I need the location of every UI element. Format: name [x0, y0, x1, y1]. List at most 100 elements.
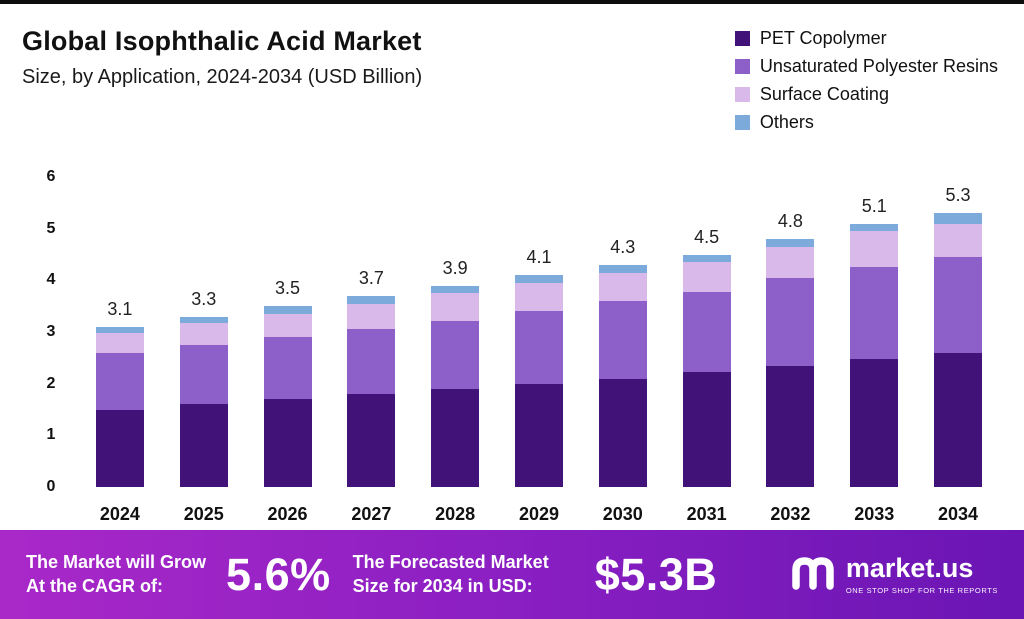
bar-segment-unsaturated-polyester-resins	[179, 344, 228, 405]
bar-column-2032: 4.8 2032	[749, 177, 833, 524]
legend-swatch-icon	[734, 31, 750, 46]
stacked-bar	[431, 285, 480, 487]
legend-label: PET Copolymer	[759, 28, 887, 48]
x-axis-label: 2031	[686, 504, 727, 524]
y-axis-label: 3	[46, 323, 56, 340]
bar-segment-pet-copolymer	[347, 394, 396, 487]
chart-title: Global Isophthalic Acid Market	[22, 26, 422, 56]
bar-segment-unsaturated-polyester-resins	[598, 301, 647, 379]
forecast-label-line2: Size for 2034 in USD:	[352, 575, 533, 596]
bar-segment-unsaturated-polyester-resins	[934, 257, 983, 353]
bar-segment-surface-coating	[682, 262, 731, 293]
y-axis-label: 6	[46, 168, 56, 185]
legend-item-1: Unsaturated Polyester Resins	[734, 56, 998, 77]
bar-segment-surface-coating	[850, 231, 899, 268]
plot-area: 3.1 2024 3.3 2025 3.5 2026 3.7 2027 3.9 2028 4.1 20…	[78, 177, 1000, 524]
bar-segment-others	[934, 213, 983, 224]
legend-swatch-icon	[734, 87, 750, 102]
bar-total-label: 4.5	[694, 226, 720, 247]
stacked-bar	[682, 254, 731, 487]
legend-item-2: Surface Coating	[734, 84, 998, 105]
bar-total-label: 4.8	[777, 211, 803, 232]
y-axis-label: 2	[46, 374, 56, 392]
stacked-bar	[347, 295, 396, 487]
x-axis-label: 2028	[435, 504, 476, 524]
bar-column-2034: 5.3 2034	[916, 177, 1000, 524]
bar-segment-pet-copolymer	[934, 352, 983, 487]
bar-segment-unsaturated-polyester-resins	[431, 320, 480, 389]
bar-segment-surface-coating	[431, 293, 480, 321]
stacked-bar-chart: 3.1 2024 3.3 2025 3.5 2026 3.7 2027 3.9 2028 4.1 20…	[20, 137, 1004, 529]
bar-segment-unsaturated-polyester-resins	[347, 329, 396, 394]
bar-segment-surface-coating	[514, 283, 563, 312]
bar-total-label: 3.1	[107, 298, 133, 319]
bar-segment-unsaturated-polyester-resins	[263, 337, 312, 400]
x-axis-label: 2034	[938, 504, 979, 524]
bar-segment-others	[431, 285, 480, 294]
bar-column-2027: 3.7 2027	[329, 177, 413, 524]
bar-segment-others	[179, 316, 228, 323]
stacked-bar	[514, 275, 563, 487]
legend-label: Others	[759, 112, 814, 132]
cagr-label: The Market will Grow At the CAGR of:	[26, 551, 206, 598]
forecast-label: The Forecasted Market Size for 2034 in U…	[353, 551, 549, 598]
bar-segment-pet-copolymer	[598, 378, 647, 487]
bar-segment-pet-copolymer	[850, 358, 899, 487]
brand-name: market.us	[845, 552, 974, 583]
bar-segment-pet-copolymer	[431, 388, 480, 487]
x-axis-label: 2030	[602, 504, 643, 524]
chart-subtitle: Size, by Application, 2024-2034 (USD Bil…	[22, 66, 423, 88]
legend-label: Surface Coating	[759, 84, 889, 104]
bar-total-label: 4.1	[526, 247, 552, 268]
bar-column-2028: 3.9 2028	[413, 177, 497, 524]
bar-segment-pet-copolymer	[95, 409, 144, 487]
bar-column-2033: 5.1 2033	[832, 177, 916, 524]
stacked-bar	[598, 264, 647, 487]
stacked-bar	[850, 223, 899, 487]
x-axis-label: 2027	[351, 504, 392, 524]
x-axis-label: 2029	[518, 504, 559, 524]
brand-text: market.us ONE STOP SHOP FOR THE REPORTS	[845, 552, 998, 595]
bar-total-label: 3.3	[191, 288, 217, 309]
x-axis-label: 2026	[267, 504, 308, 524]
bar-segment-unsaturated-polyester-resins	[766, 277, 815, 366]
bar-segment-surface-coating	[263, 313, 312, 338]
bar-column-2024: 3.1 2024	[78, 177, 162, 524]
cagr-value: 5.6%	[226, 548, 331, 600]
chart-header: Global Isophthalic Acid Market Size, by …	[0, 4, 1024, 133]
bar-segment-others	[514, 275, 563, 284]
bar-segment-unsaturated-polyester-resins	[682, 292, 731, 373]
legend-swatch-icon	[734, 115, 750, 130]
title-block: Global Isophthalic Acid Market Size, by …	[22, 26, 422, 89]
bar-column-2029: 4.1 2029	[497, 177, 581, 524]
bar-segment-surface-coating	[598, 272, 647, 301]
x-axis-label: 2033	[854, 504, 895, 524]
bar-total-label: 3.9	[442, 257, 468, 278]
bar-segment-surface-coating	[179, 322, 228, 345]
bar-column-2030: 4.3 2030	[581, 177, 665, 524]
bar-total-label: 4.3	[610, 236, 636, 257]
brand-block: market.us ONE STOP SHOP FOR THE REPORTS	[789, 551, 998, 598]
bar-segment-surface-coating	[347, 303, 396, 330]
bar-total-label: 3.5	[275, 278, 301, 299]
bar-segment-surface-coating	[766, 246, 815, 278]
bar-total-label: 3.7	[358, 267, 384, 288]
bar-total-label: 5.3	[945, 185, 971, 206]
bar-segment-surface-coating	[95, 333, 144, 353]
bar-segment-others	[598, 264, 647, 273]
bar-segment-others	[766, 239, 815, 247]
bar-segment-pet-copolymer	[263, 399, 312, 487]
bar-segment-others	[347, 295, 396, 304]
legend-item-3: Others	[734, 112, 998, 133]
x-axis-label: 2025	[183, 504, 224, 524]
brand-tagline: ONE STOP SHOP FOR THE REPORTS	[845, 585, 998, 595]
legend: PET Copolymer Unsaturated Polyester Resin…	[734, 26, 998, 133]
bar-segment-pet-copolymer	[514, 383, 563, 487]
stacked-bar	[95, 326, 144, 487]
x-axis-label: 2024	[99, 504, 140, 524]
forecast-value: $5.3B	[594, 548, 718, 600]
stacked-bar	[263, 306, 312, 487]
bar-segment-others	[850, 223, 899, 232]
bar-segment-pet-copolymer	[766, 365, 815, 487]
